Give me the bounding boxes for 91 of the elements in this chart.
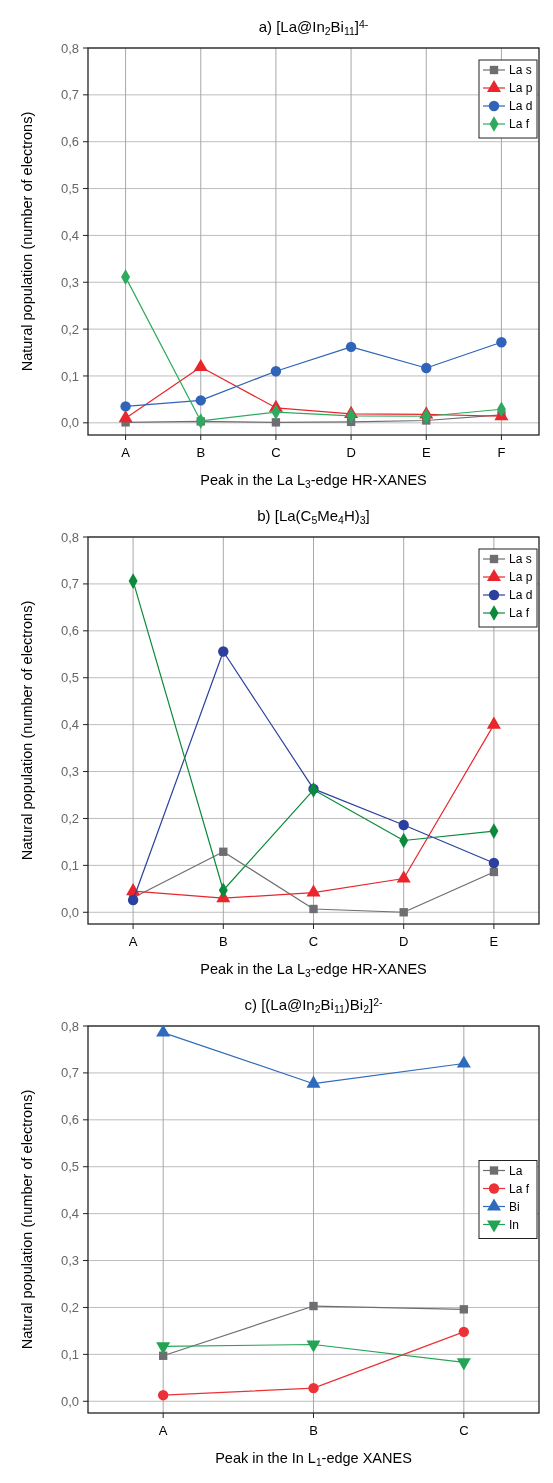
y-tick-label: 0,1	[60, 857, 79, 873]
y-tick-label: 0,6	[60, 1112, 79, 1128]
x-axis-title: Peak in the In L$_{1}$-edge XANES	[215, 1450, 412, 1468]
legend-label: In	[509, 1217, 520, 1232]
x-tick-label: B	[196, 445, 206, 460]
legend-label: La f	[509, 606, 530, 621]
point	[270, 366, 282, 377]
x-axis-title: Peak in the La L$_{3}$-edge HR-XANES	[200, 961, 427, 979]
point	[489, 867, 499, 877]
y-tick-label: 0,1	[60, 368, 79, 384]
point	[459, 1305, 469, 1314]
y-tick-label: 0,5	[60, 1159, 79, 1175]
point	[306, 1340, 321, 1353]
x-tick-label: A	[128, 934, 138, 949]
legend-label: La s	[509, 63, 532, 78]
y-tick-label: 0,3	[60, 1253, 79, 1269]
y-axis-title: Natural population (number of electrons)	[19, 600, 35, 861]
y-tick-label: 0,7	[60, 1065, 79, 1081]
point	[156, 1024, 171, 1037]
point	[345, 341, 357, 353]
point	[398, 819, 409, 831]
legend-label: La f	[509, 1181, 530, 1196]
y-tick-label: 0,4	[60, 717, 79, 733]
x-tick-label: D	[399, 934, 409, 949]
x-tick-label: B	[309, 1423, 318, 1438]
chart-title: b) [La(C$_{5}$Me$_{4}$H)$_{3}$]	[257, 507, 370, 526]
y-tick-label: 0,3	[60, 274, 79, 290]
point	[496, 337, 507, 348]
point	[399, 908, 408, 917]
point	[218, 646, 229, 657]
point	[271, 418, 281, 427]
y-tick-label: 0,8	[60, 529, 79, 545]
chart-title: c) [(La@In$_{2}$Bi$_{11}$)Bi$_{2}$]$^{2-}$	[244, 995, 384, 1015]
point	[306, 884, 321, 897]
point	[309, 904, 318, 914]
legend-label: La s	[509, 552, 532, 567]
x-tick-label: E	[489, 934, 499, 949]
y-tick-label: 0,8	[60, 40, 79, 56]
y-tick-label: 0,2	[60, 811, 79, 826]
point	[306, 1075, 321, 1088]
x-tick-label: A	[121, 445, 131, 460]
point	[308, 1382, 319, 1394]
x-tick-label: C	[308, 934, 319, 949]
y-tick-label: 0,4	[60, 227, 79, 243]
point	[120, 401, 131, 412]
legend-label: La d	[509, 99, 533, 114]
point	[118, 410, 133, 423]
y-tick-label: 0,3	[60, 764, 79, 780]
y-tick-label: 0,2	[60, 321, 79, 337]
legend-label: La d	[509, 588, 533, 603]
y-tick-label: 0,0	[60, 1393, 79, 1409]
x-axis-title: Peak in the La L$_{3}$-edge HR-XANES	[200, 472, 427, 490]
point	[127, 894, 139, 906]
point	[421, 362, 432, 374]
y-tick-label: 0,1	[60, 1346, 79, 1362]
y-axis-title: Natural population (number of electrons)	[19, 1089, 35, 1350]
point	[219, 847, 228, 856]
y-tick-label: 0,0	[60, 415, 79, 431]
y-tick-label: 0,6	[60, 623, 79, 639]
point	[488, 857, 500, 869]
y-tick-label: 0,2	[60, 1300, 79, 1315]
point	[309, 1301, 318, 1311]
point	[396, 870, 411, 883]
x-tick-label: F	[497, 445, 506, 460]
y-tick-label: 0,8	[60, 1018, 79, 1034]
point	[456, 1055, 471, 1068]
x-tick-label: A	[158, 1423, 168, 1438]
point	[157, 1389, 169, 1401]
y-tick-label: 0,6	[60, 134, 79, 150]
y-tick-label: 0,7	[60, 87, 79, 103]
y-tick-label: 0,4	[60, 1206, 79, 1222]
legend-label: La f	[509, 117, 530, 132]
legend-label: La p	[509, 81, 533, 96]
y-tick-label: 0,5	[60, 181, 79, 197]
point	[195, 395, 206, 406]
y-axis-title: Natural population (number of electrons)	[19, 111, 35, 372]
x-tick-label: E	[421, 445, 431, 460]
legend-label: Bi	[509, 1199, 520, 1214]
y-tick-label: 0,7	[60, 576, 79, 592]
x-tick-label: B	[218, 934, 228, 949]
legend-label: La p	[509, 570, 533, 585]
point	[456, 1358, 471, 1371]
point	[458, 1326, 470, 1338]
x-tick-label: C	[459, 1423, 469, 1438]
legend-label: La	[509, 1163, 523, 1178]
chart-title: a) [La@In$_{2}$Bi$_{11}$]$^{4-}$	[258, 17, 369, 37]
point	[156, 1342, 171, 1355]
x-tick-label: C	[271, 445, 281, 460]
y-tick-label: 0,5	[60, 670, 79, 686]
x-tick-label: D	[346, 445, 356, 460]
y-tick-label: 0,0	[60, 904, 79, 920]
